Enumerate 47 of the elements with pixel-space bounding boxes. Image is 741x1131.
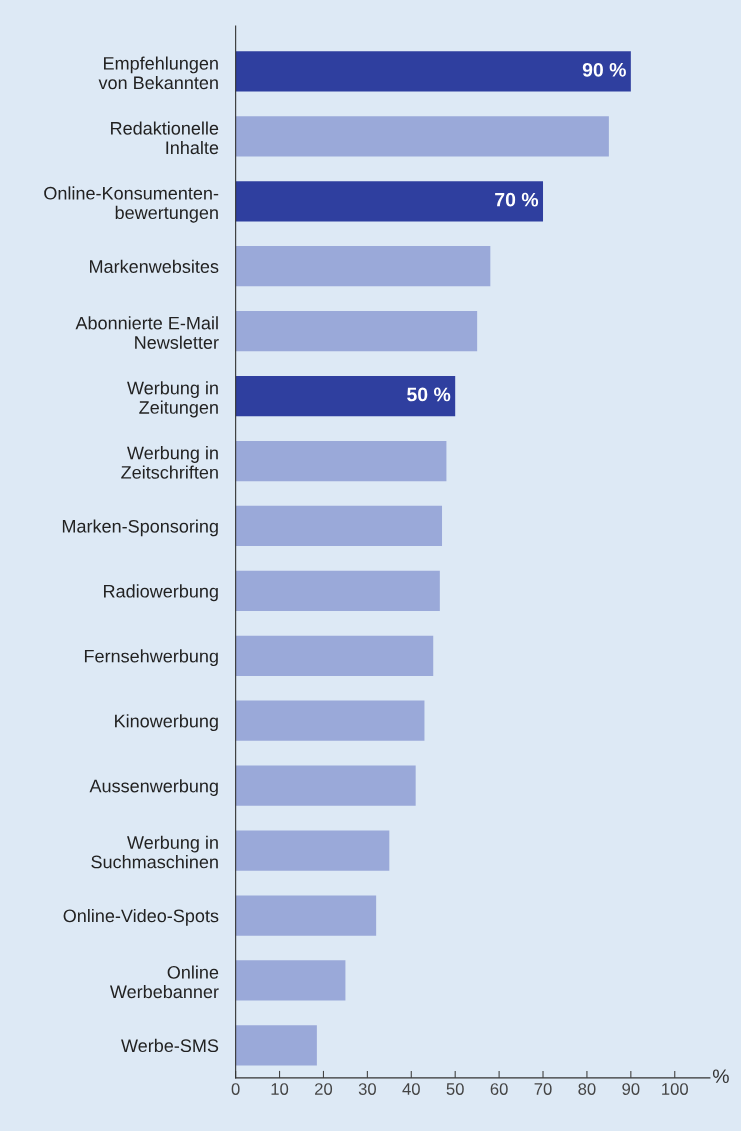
- y-tick-label: Marken-Sponsoring: [62, 519, 218, 537]
- y-tick-label: Werbe-SMS: [121, 1038, 219, 1053]
- bar: [235, 635, 434, 676]
- x-tick-label: 50: [446, 1083, 464, 1095]
- bar: [235, 1025, 317, 1066]
- x-tick-label: 90: [622, 1083, 640, 1095]
- y-tick-label: Abonnierte E-Mail Newsletter: [75, 316, 219, 349]
- x-tick-label: 100: [662, 1083, 688, 1095]
- data-label: 90 %: [582, 62, 626, 77]
- bar: [235, 960, 346, 1001]
- bar: [235, 765, 416, 806]
- bar: [235, 570, 440, 612]
- y-tick-label: Online Werbebanner: [109, 965, 219, 999]
- x-axis-title: %: [712, 1069, 729, 1083]
- bar: [235, 246, 491, 287]
- y-tick-label: Online-Video-Spots: [63, 908, 219, 926]
- bar: [235, 181, 544, 222]
- y-tick-label: Markenwebsites: [90, 259, 219, 273]
- x-tick-label: 20: [315, 1083, 333, 1095]
- bar: [235, 505, 443, 547]
- y-tick-label: Werbung in Zeitschriften: [121, 446, 218, 479]
- y-tick-label: Werbung in Suchmaschinen: [91, 835, 218, 869]
- y-tick-label: Werbung in Zeitungen: [127, 381, 218, 418]
- x-tick-label: 40: [402, 1083, 420, 1095]
- bar: [235, 51, 631, 92]
- bar: [235, 830, 390, 871]
- y-tick-label: Fernsehwerbung: [84, 649, 218, 667]
- data-label: 70 %: [495, 192, 539, 207]
- x-tick-label: 30: [358, 1083, 376, 1095]
- data-label: 50 %: [407, 387, 451, 402]
- bar: [235, 375, 456, 417]
- y-tick-label: Radiowerbung: [104, 584, 218, 602]
- x-tick-label: 60: [490, 1083, 508, 1095]
- bar: [235, 440, 447, 482]
- bar: [235, 700, 425, 741]
- y-tick-label: Aussenwerbung: [89, 779, 218, 796]
- bar: [235, 311, 478, 352]
- y-tick-label: Online-Konsumenten- bewertungen: [44, 186, 219, 223]
- x-tick-label: 0: [231, 1083, 240, 1095]
- x-tick-label: 80: [578, 1083, 596, 1095]
- y-tick-label: Redaktionelle Inhalte: [111, 121, 219, 155]
- y-tick-label: Kinowerbung: [115, 714, 218, 732]
- x-tick-label: 10: [271, 1083, 289, 1095]
- x-tick-label: 70: [534, 1083, 552, 1095]
- bar: [235, 116, 609, 157]
- y-tick-label: Empfehlungen von Bekannten: [98, 56, 218, 90]
- bar: [235, 895, 377, 936]
